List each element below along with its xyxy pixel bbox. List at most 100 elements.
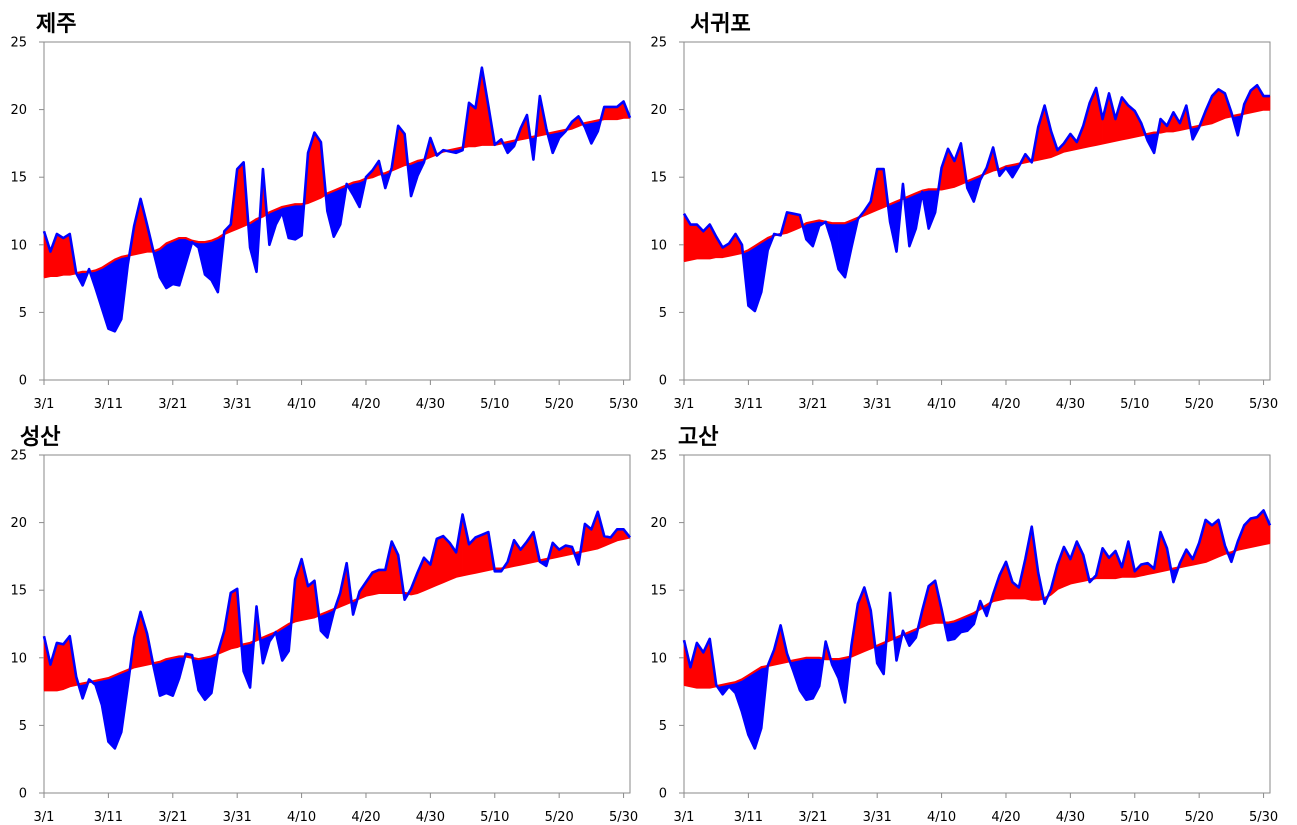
above-normal-area	[436, 535, 444, 586]
x-tick-label: 4/30	[416, 397, 445, 412]
x-tick-label: 3/1	[34, 810, 55, 825]
x-tick-label: 5/20	[1185, 397, 1214, 412]
x-tick-label: 3/31	[223, 810, 252, 825]
x-tick-label: 5/10	[1120, 397, 1149, 412]
y-tick-label: 10	[10, 238, 27, 253]
x-tick-label: 3/31	[863, 397, 892, 412]
above-normal-area	[236, 162, 244, 229]
y-tick-label: 10	[10, 651, 27, 666]
y-tick-label: 25	[650, 36, 667, 51]
x-tick-label: 3/11	[734, 397, 763, 412]
y-tick-label: 15	[650, 584, 667, 599]
x-tick-label: 5/20	[1185, 810, 1214, 825]
y-tick-label: 0	[19, 374, 27, 389]
above-normal-area	[876, 168, 884, 210]
x-tick-label: 5/10	[1120, 810, 1149, 825]
y-tick-label: 5	[659, 719, 667, 734]
y-tick-label: 0	[659, 787, 667, 802]
above-normal-area	[1263, 95, 1271, 110]
y-tick-label: 5	[19, 719, 27, 734]
below-normal-area	[172, 237, 180, 286]
observed-line	[42, 510, 632, 750]
above-normal-area	[1250, 516, 1258, 548]
chart-svg: 0 5 10 15 20 25 3/1 3/11 3/21 3/31 4/10 4/20 4/30 5/1…	[10, 36, 638, 413]
above-normal-area	[56, 642, 64, 691]
x-tick-label: 4/10	[287, 397, 316, 412]
y-tick-label: 0	[659, 374, 667, 389]
x-tick-label: 3/1	[674, 810, 695, 825]
below-normal-area	[748, 245, 756, 312]
x-tick-label: 5/30	[1249, 397, 1278, 412]
below-normal-area	[288, 203, 296, 240]
chart-title: 서귀포	[690, 12, 751, 37]
y-tick-label: 20	[650, 103, 667, 118]
below-normal-area	[166, 657, 174, 696]
x-tick-label: 4/20	[351, 810, 380, 825]
x-tick-label: 3/21	[798, 810, 827, 825]
y-tick-label: 10	[650, 651, 667, 666]
x-tick-label: 3/11	[94, 810, 123, 825]
normal-line	[44, 536, 631, 692]
x-tick-label: 4/30	[416, 810, 445, 825]
y-tick-label: 0	[19, 787, 27, 802]
y-tick-label: 25	[650, 449, 667, 464]
plot-frame	[683, 41, 1271, 381]
x-tick-label: 4/20	[991, 810, 1020, 825]
y-tick-label: 10	[650, 238, 667, 253]
y-tick-label: 20	[650, 516, 667, 531]
x-tick-label: 4/10	[927, 810, 956, 825]
below-normal-area	[108, 259, 116, 332]
chart-title: 고산	[678, 425, 719, 450]
x-tick-label: 3/11	[94, 397, 123, 412]
y-tick-label: 5	[659, 306, 667, 321]
x-tick-label: 5/30	[609, 810, 638, 825]
x-tick-label: 3/1	[674, 397, 695, 412]
anomaly-fills	[43, 511, 631, 749]
chart-title: 제주	[36, 12, 77, 37]
y-tick-label: 5	[19, 306, 27, 321]
y-tick-label: 20	[10, 516, 27, 531]
y-tick-label: 15	[650, 171, 667, 186]
above-normal-area	[475, 534, 483, 573]
above-normal-area	[230, 588, 238, 649]
x-tick-label: 3/21	[158, 810, 187, 825]
x-tick-label: 4/20	[991, 397, 1020, 412]
x-tick-label: 3/31	[223, 397, 252, 412]
x-tick-label: 4/30	[1056, 810, 1085, 825]
x-tick-label: 3/21	[158, 397, 187, 412]
above-normal-area	[603, 106, 611, 120]
y-tick-label: 15	[10, 171, 27, 186]
x-tick-label: 3/1	[34, 397, 55, 412]
above-normal-area	[468, 102, 476, 147]
chart-title: 성산	[20, 425, 61, 450]
chart-svg: 0 5 10 15 20 25 3/1 3/11 3/21 3/31 4/10 4/20 4/30 5/1…	[650, 36, 1278, 413]
below-normal-area	[806, 657, 814, 701]
x-tick-label: 4/20	[351, 397, 380, 412]
anomaly-fills	[683, 510, 1271, 749]
x-tick-label: 3/21	[798, 397, 827, 412]
chart-svg: 0 5 10 15 20 25 3/1 3/11 3/21 3/31 4/10 4/20 4/30 5/1…	[650, 449, 1278, 825]
normal-line	[43, 116, 630, 279]
chart-panel-jeju: 제주 0 5 10 15 20 25 3/1 3/11 3/21 3/31 4/10 4/20 4/30…	[0, 0, 640, 412]
x-tick-label: 4/10	[927, 397, 956, 412]
observed-line	[682, 509, 1272, 750]
above-normal-area	[610, 106, 618, 120]
y-tick-label: 25	[10, 449, 27, 464]
above-normal-area	[378, 569, 386, 594]
x-tick-label: 3/31	[863, 810, 892, 825]
y-tick-label: 20	[10, 103, 27, 118]
y-tick-label: 15	[10, 584, 27, 599]
x-tick-label: 5/10	[480, 397, 509, 412]
above-normal-area	[481, 531, 489, 572]
x-tick-label: 4/30	[1056, 397, 1085, 412]
x-tick-label: 5/30	[1249, 810, 1278, 825]
chart-svg: 0 5 10 15 20 25 3/1 3/11 3/21 3/31 4/10 4/20 4/30 5/1…	[10, 449, 638, 825]
x-tick-label: 4/10	[287, 810, 316, 825]
above-normal-area	[63, 233, 71, 275]
x-tick-label: 5/20	[545, 810, 574, 825]
plot-frame	[43, 41, 631, 381]
above-normal-area	[690, 224, 698, 260]
chart-panel-gosan: 고산 0 5 10 15 20 25 3/1 3/11 3/21 3/31 4/10 4/20 4/30…	[640, 413, 1280, 825]
below-normal-area	[947, 621, 955, 641]
below-normal-area	[159, 658, 167, 696]
